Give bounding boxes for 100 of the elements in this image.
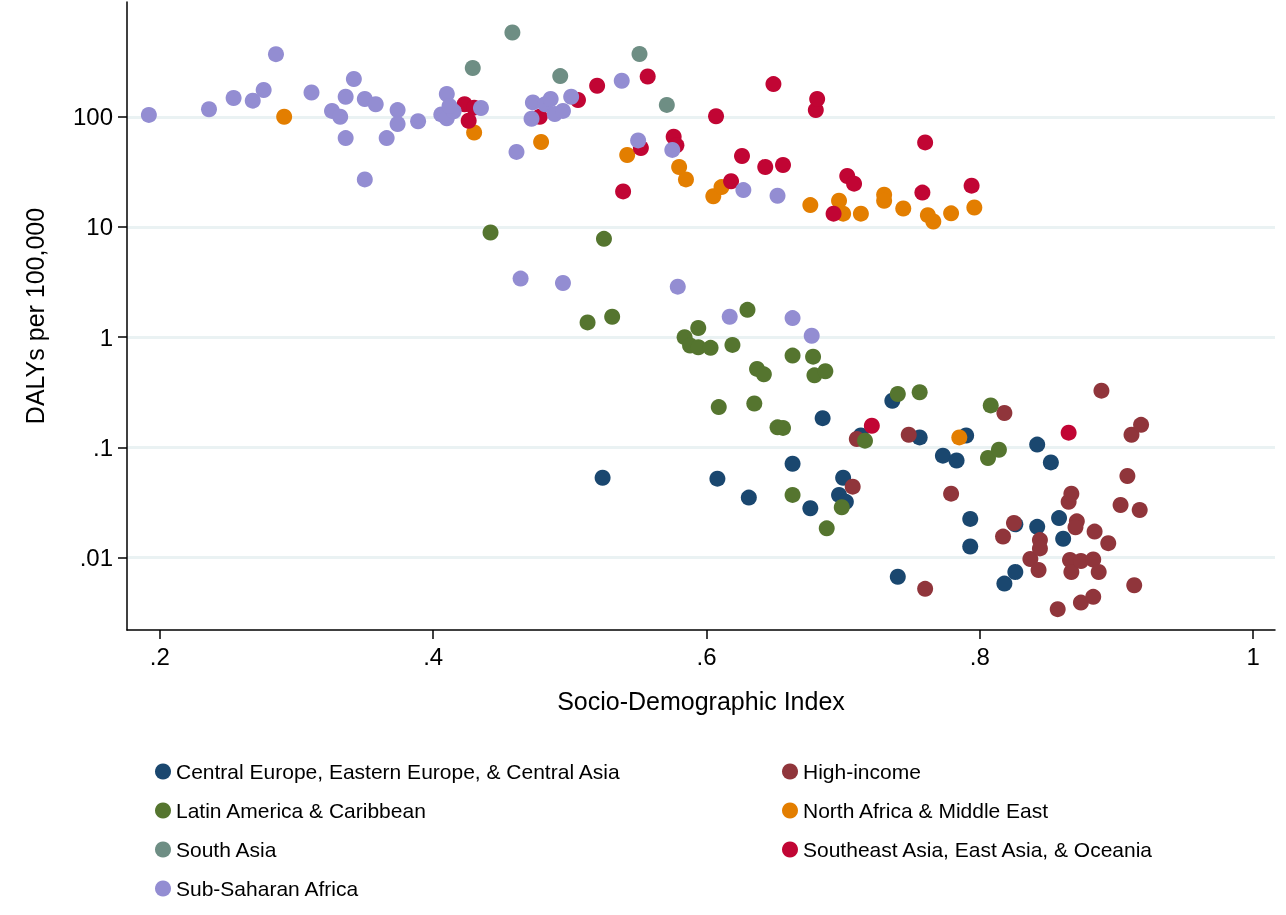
point xyxy=(542,90,559,107)
point xyxy=(267,46,284,63)
point xyxy=(1090,563,1107,580)
point xyxy=(563,88,580,105)
point xyxy=(631,46,648,63)
point xyxy=(337,130,354,147)
point xyxy=(579,314,596,331)
point xyxy=(533,134,550,150)
point xyxy=(846,175,863,192)
point xyxy=(276,108,293,125)
point xyxy=(911,384,928,401)
point xyxy=(664,141,681,158)
point xyxy=(1072,594,1089,611)
point xyxy=(708,108,725,125)
x-tick-label: 1 xyxy=(1246,642,1260,670)
y-tick-label: 10 xyxy=(86,213,113,241)
legend-label: Sub-Saharan Africa xyxy=(176,877,359,900)
point xyxy=(962,510,979,527)
point xyxy=(552,68,569,85)
y-axis-title: DALYs per 100,000 xyxy=(20,207,49,425)
point xyxy=(995,528,1012,545)
point xyxy=(1007,563,1024,580)
point xyxy=(982,397,999,414)
point xyxy=(917,134,934,151)
point xyxy=(594,469,611,486)
point xyxy=(980,450,996,467)
point xyxy=(889,568,906,585)
point xyxy=(934,447,951,464)
point xyxy=(554,102,571,119)
point xyxy=(677,171,694,188)
point xyxy=(784,347,801,364)
point xyxy=(803,327,820,344)
point xyxy=(332,108,349,125)
point xyxy=(378,130,395,147)
point xyxy=(925,213,942,230)
point xyxy=(690,320,707,337)
point xyxy=(721,308,738,325)
point xyxy=(1086,523,1103,540)
point xyxy=(817,363,834,380)
legend-label: High-income xyxy=(803,760,921,783)
point xyxy=(943,205,960,222)
x-tick-label: .4 xyxy=(423,642,444,670)
point xyxy=(900,426,917,443)
point xyxy=(508,143,525,160)
point xyxy=(554,275,571,291)
point xyxy=(1123,426,1140,443)
y-tick-label: .01 xyxy=(79,544,113,572)
point xyxy=(367,96,384,113)
point xyxy=(852,205,869,222)
point xyxy=(734,148,750,165)
point xyxy=(1133,416,1150,433)
point xyxy=(1126,577,1143,594)
x-tick-label: .2 xyxy=(149,642,170,670)
point xyxy=(595,230,612,247)
point xyxy=(724,336,741,353)
point xyxy=(1029,436,1046,453)
point xyxy=(966,199,983,216)
point xyxy=(769,187,786,204)
point xyxy=(410,113,427,130)
point xyxy=(833,499,850,516)
point xyxy=(255,81,272,98)
point xyxy=(857,432,873,449)
point xyxy=(1063,485,1080,502)
legend-label: Southeast Asia, East Asia, & Oceania xyxy=(803,838,1153,861)
point xyxy=(917,580,934,597)
point xyxy=(1060,424,1077,441)
legend-label: North Africa & Middle East xyxy=(803,799,1049,822)
point xyxy=(735,182,752,199)
point xyxy=(1085,551,1102,568)
point xyxy=(825,205,842,222)
point xyxy=(669,278,686,295)
point xyxy=(604,308,621,325)
point xyxy=(895,200,912,217)
point xyxy=(615,183,632,200)
point xyxy=(723,173,740,190)
point xyxy=(863,417,880,434)
point xyxy=(1100,535,1117,552)
point xyxy=(464,60,481,76)
point xyxy=(140,106,157,123)
x-tick-label: .8 xyxy=(969,642,990,670)
legend-label: Central Europe, Eastern Europe, & Central Asia xyxy=(176,760,620,783)
point xyxy=(1030,562,1047,579)
point xyxy=(1042,454,1059,471)
point xyxy=(1051,510,1068,527)
point xyxy=(619,146,636,163)
point xyxy=(710,399,727,416)
y-tick-label: .1 xyxy=(92,433,113,461)
x-tick-label: .6 xyxy=(696,642,717,670)
point xyxy=(523,110,540,127)
point xyxy=(784,455,801,472)
point xyxy=(739,301,756,318)
point xyxy=(802,197,819,214)
point xyxy=(765,76,782,93)
point xyxy=(844,478,861,495)
point xyxy=(671,159,688,175)
point xyxy=(1112,496,1129,513)
point xyxy=(802,500,819,517)
x-axis-title: Socio-Demographic Index xyxy=(557,686,846,715)
point xyxy=(835,469,852,486)
point xyxy=(1049,601,1066,618)
